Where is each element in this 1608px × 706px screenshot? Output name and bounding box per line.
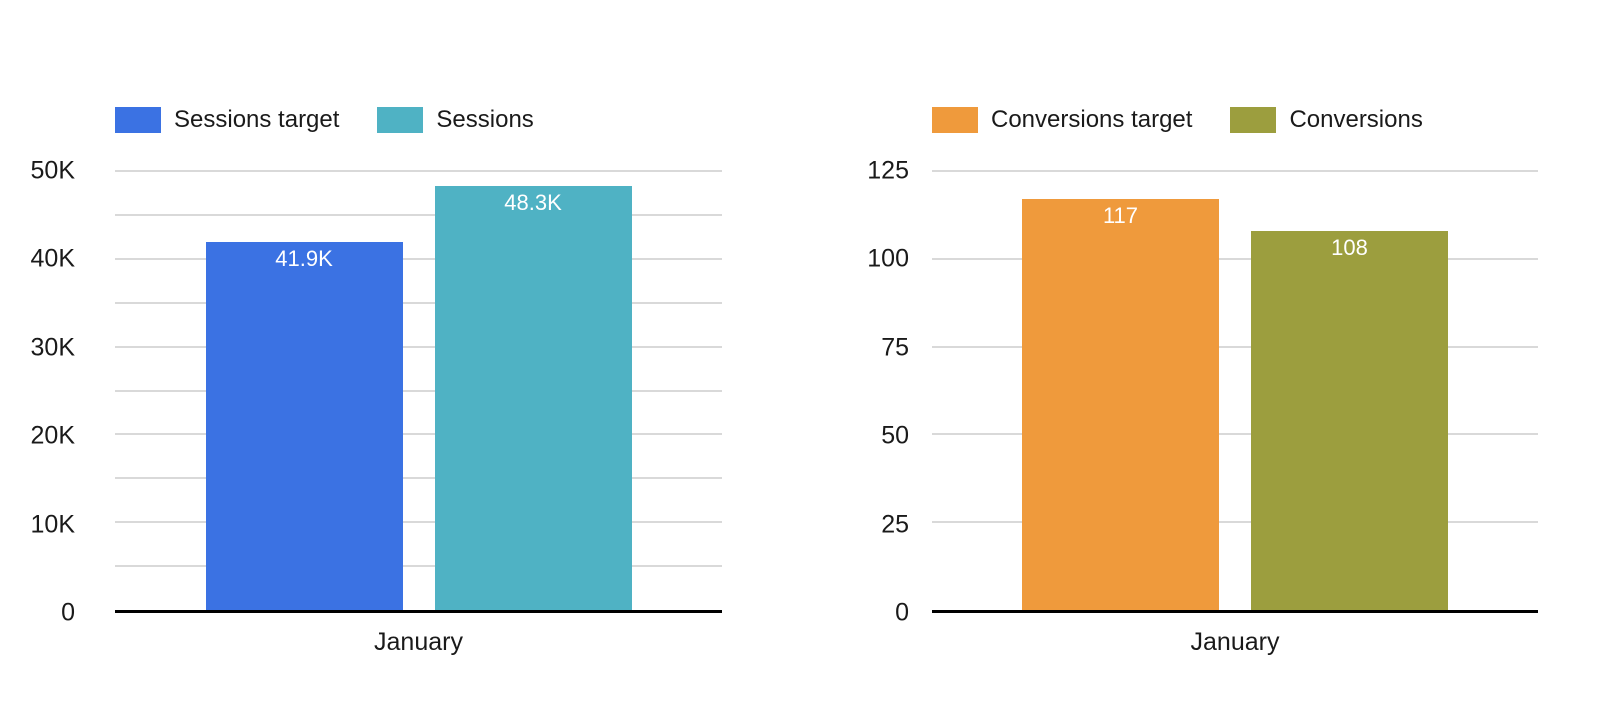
x-axis: January xyxy=(932,627,1538,657)
legend-swatch-icon xyxy=(1230,107,1277,133)
legend-swatch-icon xyxy=(115,107,161,133)
y-tick-label: 75 xyxy=(881,333,909,362)
chart-legend: Conversions target Conversions xyxy=(932,105,1608,135)
y-tick-label: 40K xyxy=(30,244,75,273)
legend-item-sessions-target[interactable]: Sessions target xyxy=(115,105,339,135)
y-axis: 0 10K 20K 30K 40K 50K xyxy=(0,158,115,625)
legend-swatch-icon xyxy=(377,107,424,133)
bar-value-label: 108 xyxy=(1331,234,1368,260)
legend-label: Conversions target xyxy=(991,106,1193,133)
minor-gridline xyxy=(115,477,722,480)
bar-sessions[interactable]: 48.3K xyxy=(434,185,632,610)
legend-item-conversions-target[interactable]: Conversions target xyxy=(932,105,1192,135)
legend-item-conversions[interactable]: Conversions xyxy=(1230,105,1423,135)
plot: 41.9K 48.3K xyxy=(115,170,722,613)
y-tick-label: 10K xyxy=(30,510,75,539)
bar-group: 117 108 xyxy=(932,171,1538,610)
y-axis: 0 25 50 75 100 125 xyxy=(800,158,932,625)
major-gridline xyxy=(932,521,1538,524)
minor-gridline xyxy=(115,565,722,568)
bar-conversions[interactable]: 108 xyxy=(1251,230,1448,610)
bar-conversions-target[interactable]: 117 xyxy=(1022,199,1219,610)
conversions-chart: Conversions target Conversions 0 25 50 75 100… xyxy=(800,0,1608,706)
major-gridline xyxy=(932,170,1538,172)
minor-gridline xyxy=(115,389,722,392)
major-gridline xyxy=(115,433,722,436)
sessions-chart: Sessions target Sessions 0 10K 20K 30K 40K 50K… xyxy=(0,0,800,706)
major-gridline xyxy=(932,257,1538,260)
x-category-label: January xyxy=(1190,628,1280,656)
legend-label: Sessions xyxy=(436,106,534,133)
major-gridline xyxy=(932,345,1538,348)
plot-wrap: 0 10K 20K 30K 40K 50K 41.9K 48.3K xyxy=(31,158,722,625)
y-tick-label: 50K xyxy=(30,156,75,185)
minor-gridline xyxy=(115,213,722,216)
y-tick-label: 50 xyxy=(881,421,909,450)
y-tick-label: 0 xyxy=(895,598,909,627)
bar-value-label: 41.9K xyxy=(275,246,333,272)
bar-value-label: 48.3K xyxy=(504,189,562,215)
major-gridline xyxy=(115,345,722,348)
y-tick-label: 100 xyxy=(867,244,909,273)
y-tick-label: 25 xyxy=(881,510,909,539)
y-tick-label: 20K xyxy=(30,421,75,450)
bar-value-label: 117 xyxy=(1102,203,1139,229)
y-tick-label: 0 xyxy=(61,598,75,627)
y-tick-label: 125 xyxy=(867,156,909,185)
major-gridline xyxy=(115,170,722,172)
legend-label: Sessions target xyxy=(174,106,340,133)
plot: 117 108 xyxy=(932,170,1538,613)
x-category-label: January xyxy=(374,628,463,656)
bar-group: 41.9K 48.3K xyxy=(115,171,722,610)
x-axis: January xyxy=(115,627,722,657)
minor-gridline xyxy=(115,301,722,304)
major-gridline xyxy=(115,521,722,524)
major-gridline xyxy=(115,257,722,260)
legend-label: Conversions xyxy=(1289,106,1423,133)
legend-swatch-icon xyxy=(932,107,978,133)
legend-item-sessions[interactable]: Sessions xyxy=(377,105,534,135)
bar-sessions-target[interactable]: 41.9K xyxy=(205,242,403,610)
chart-legend: Sessions target Sessions xyxy=(115,105,800,135)
plot-wrap: 0 25 50 75 100 125 117 108 xyxy=(867,158,1538,625)
y-tick-label: 30K xyxy=(30,333,75,362)
major-gridline xyxy=(932,433,1538,436)
